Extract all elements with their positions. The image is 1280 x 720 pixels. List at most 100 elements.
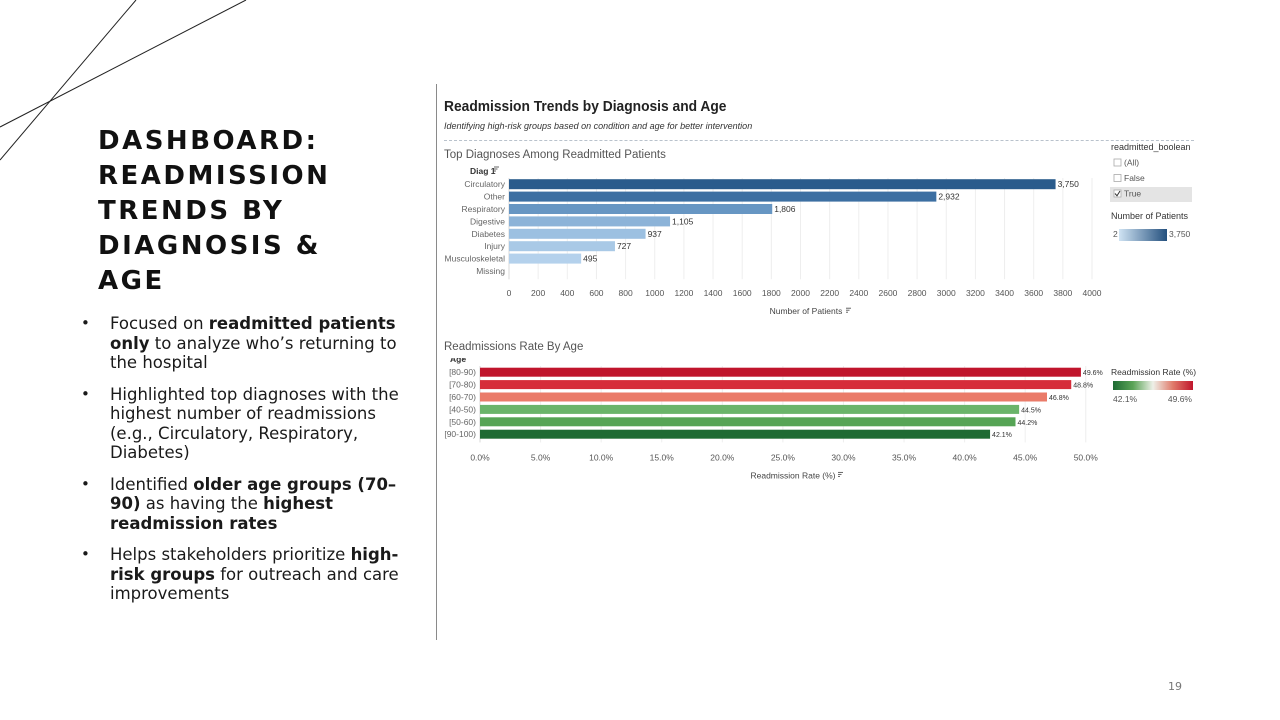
category-label: [60-70) [449,392,476,402]
filter-option-highlight [1110,187,1192,202]
category-label: Missing [476,266,505,276]
x-tick-label: 2600 [878,288,897,298]
category-label: Respiratory [462,204,506,214]
category-axis-title: Diag 1 [470,166,496,176]
bar [480,392,1047,402]
category-label: Diabetes [471,229,505,239]
checkbox-checked-icon [1113,189,1122,198]
bar-value-label: 937 [648,229,662,239]
x-tick-label: 600 [589,288,603,298]
bullet-text: Helps stakeholders prioritize [110,545,351,564]
category-label: [80-90) [449,367,476,377]
bar [509,253,582,264]
age-chart-title: Readmissions Rate By Age [444,341,584,353]
bullet-text: as having the [140,494,264,513]
vertical-divider [436,84,437,640]
bar [509,179,1056,190]
bar-value-label: 1,105 [672,216,694,226]
x-tick-label: 4000 [1083,288,1102,298]
patients-legend-title: Number of Patients [1111,211,1189,221]
x-tick-label: 40.0% [953,452,978,462]
x-tick-label: 2800 [908,288,927,298]
x-tick-label: 2000 [791,288,810,298]
category-label: [40-50) [449,404,476,414]
bullet-text: for outreach and care improvements [110,564,399,604]
page-number: 19 [1168,680,1182,693]
category-label: Digestive [470,216,505,226]
x-tick-label: 2200 [820,288,839,298]
x-tick-label: 30.0% [831,452,856,462]
x-tick-label: 1000 [645,288,664,298]
bullet-text: Highlighted top diagnoses with the highe… [110,384,399,463]
checkbox-icon [1113,174,1122,182]
x-tick-label: 25.0% [771,452,796,462]
x-tick-label: 2400 [849,288,868,298]
bar [509,216,671,227]
bullet-text: Focused on [110,314,209,333]
slide-title-line: TRENDS BY [98,196,285,226]
x-tick-label: 1200 [674,288,693,298]
x-tick-label: 200 [531,288,545,298]
rate-legend-min: 42.1% [1113,394,1138,404]
slide-title-line: DASHBOARD: [98,126,319,156]
dashboard-title: Readmission Trends by Diagnosis and Age [444,98,727,115]
bar [509,191,937,202]
decorative-lines [0,0,247,161]
category-label: [70-80) [449,380,476,390]
slide-title-line: DIAGNOSIS & AGE [98,231,321,296]
x-tick-label: 400 [560,288,574,298]
x-tick-label: 15.0% [650,452,675,462]
bar [509,228,646,239]
x-tick-label: 1600 [733,288,752,298]
rate-legend-max: 49.6% [1168,394,1193,404]
x-tick-label: 10.0% [589,452,614,462]
x-axis-title: Readmission Rate (%) [750,470,835,480]
patients-legend-ramp [1119,229,1167,241]
bar-value-label: 1,806 [774,204,796,214]
bullet-dot: • [81,545,90,563]
category-axis-title: Age [450,358,466,364]
bar-value-label: 46.8% [1049,395,1069,402]
bullet-text: Identified [110,474,194,494]
checkbox-icon [1113,158,1122,167]
dashboard-legend-panel: readmitted_boolean (All) False True Number o… [1110,142,1196,404]
dashboard-title-divider [444,140,1194,141]
bar [480,380,1072,390]
x-tick-label: 20.0% [710,452,735,462]
x-tick-label: 3200 [966,288,985,298]
x-tick-label: 5.0% [531,452,551,462]
bullet-list: • Focused on readmitted patients only to … [80,314,410,616]
bar [480,404,1020,414]
rate-legend-title: Readmission Rate (%) [1111,367,1196,377]
dashboard-subtitle: Identifying high-risk groups based on co… [444,121,753,131]
category-label: [90-100) [444,429,476,439]
filter-title: readmitted_boolean [1111,142,1191,152]
x-tick-label: 1400 [704,288,723,298]
x-tick-label: 800 [619,288,633,298]
x-tick-label: 35.0% [892,452,917,462]
diagnosis-bar-chart: Diag 1 Circulatory 3,750 Other 2,932 Respirat… [445,166,1102,316]
bar-value-label: 44.2% [1018,420,1038,427]
x-tick-label: 0.0% [470,452,490,462]
patients-legend-max: 3,750 [1169,229,1191,239]
bullet-emphasis: readmitted patients only [110,314,396,353]
bar-value-label: 727 [617,241,631,251]
category-label: Other [484,192,505,202]
diagnosis-chart-title: Top Diagnoses Among Readmitted Patients [444,149,666,161]
slide-title: DASHBOARD: READMISSION TRENDS BY DIAGNOS… [98,124,398,299]
x-axis-title: Number of Patients [770,306,843,316]
bar-value-label: 2,932 [938,192,960,202]
category-label: Circulatory [464,179,505,189]
sort-icon [838,471,843,477]
category-label: Musculoskeletal [445,254,506,264]
bar-value-label: 495 [583,254,597,264]
x-tick-label: 3600 [1024,288,1043,298]
dashboard-image: Readmission Trends by Diagnosis and Age … [440,96,1200,496]
x-tick-label: 3400 [995,288,1014,298]
bar-value-label: 3,750 [1058,179,1080,189]
sort-icon [846,307,851,313]
bullet-item: • Highlighted top diagnoses with the high… [80,385,410,463]
x-tick-label: 3800 [1053,288,1072,298]
category-label: Injury [484,241,506,251]
bullet-emphasis: older age groups (70–90) [110,474,397,514]
